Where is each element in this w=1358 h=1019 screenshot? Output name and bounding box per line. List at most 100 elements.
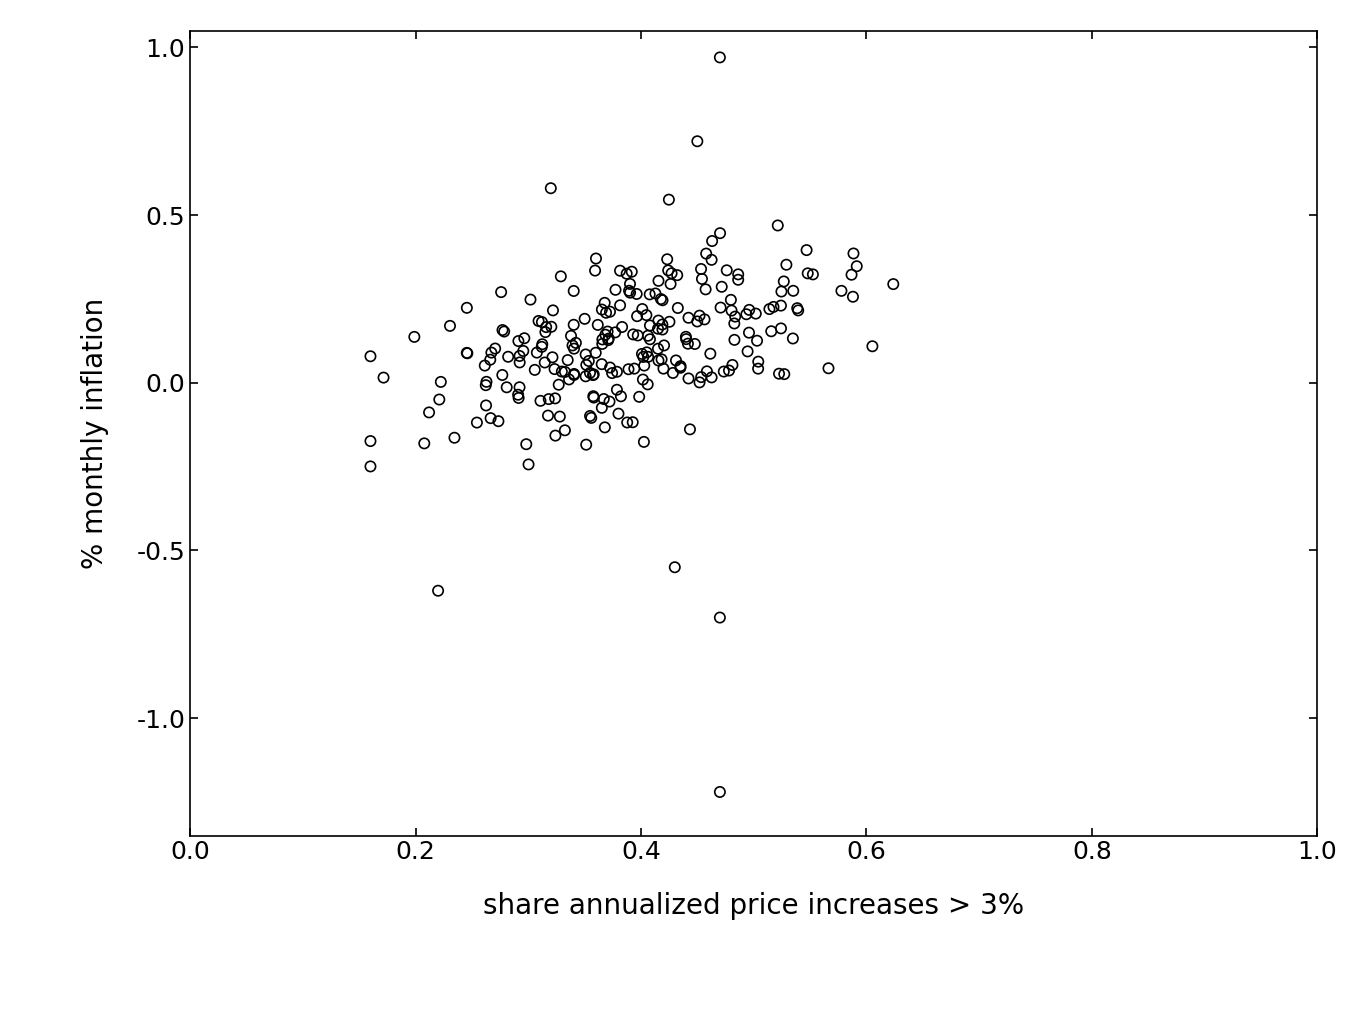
Point xyxy=(689,308,710,324)
Point xyxy=(622,326,644,342)
Point xyxy=(584,263,606,279)
Point xyxy=(583,389,604,406)
Point xyxy=(709,225,731,242)
Point xyxy=(372,370,394,386)
Point xyxy=(360,459,382,475)
Point xyxy=(492,367,513,383)
Point xyxy=(637,348,659,365)
Point xyxy=(710,300,732,316)
Point xyxy=(595,326,617,342)
Point xyxy=(456,344,478,361)
Point xyxy=(695,246,717,262)
Point xyxy=(796,242,818,258)
Point xyxy=(599,360,621,376)
Point xyxy=(701,369,722,385)
Point xyxy=(485,340,507,357)
Point xyxy=(564,340,585,357)
Point xyxy=(574,368,596,384)
Point xyxy=(713,364,735,380)
Point xyxy=(831,282,853,299)
Point xyxy=(360,348,382,365)
Point xyxy=(788,303,809,319)
Point xyxy=(531,338,553,355)
Point xyxy=(636,344,657,361)
Point xyxy=(475,397,497,414)
Point xyxy=(667,300,689,316)
Point xyxy=(656,251,678,267)
Point xyxy=(596,323,618,339)
Point xyxy=(638,286,660,303)
Point xyxy=(775,257,797,273)
Point xyxy=(579,353,600,369)
Point xyxy=(360,433,382,449)
Point xyxy=(747,361,769,377)
Point xyxy=(633,434,655,450)
Point xyxy=(701,233,722,250)
Point xyxy=(636,307,657,323)
Point xyxy=(716,262,737,278)
Point xyxy=(617,415,638,431)
Point xyxy=(818,360,839,376)
Point xyxy=(721,303,743,319)
Point xyxy=(591,399,612,416)
Point xyxy=(769,366,790,382)
Point xyxy=(595,305,617,321)
Point xyxy=(710,278,732,294)
Point xyxy=(516,436,538,452)
Point xyxy=(697,363,718,379)
Point xyxy=(782,282,804,299)
Point xyxy=(627,327,649,343)
Point xyxy=(842,288,864,305)
Point xyxy=(531,336,553,353)
Point xyxy=(686,133,709,150)
Point xyxy=(528,313,550,329)
Point xyxy=(709,784,731,800)
Point xyxy=(574,346,596,363)
Point xyxy=(678,310,699,326)
Point xyxy=(760,323,782,339)
Point xyxy=(492,322,513,338)
Point xyxy=(684,336,706,353)
Point xyxy=(746,332,767,348)
Point xyxy=(691,271,713,287)
Point xyxy=(728,266,750,282)
Point xyxy=(623,361,645,377)
Point xyxy=(542,350,564,366)
Point xyxy=(883,276,904,292)
Point xyxy=(770,283,792,300)
Point xyxy=(428,391,449,408)
Point xyxy=(689,374,710,390)
Point xyxy=(621,264,642,280)
Point xyxy=(669,358,691,374)
Point xyxy=(861,338,883,355)
Point xyxy=(554,364,576,380)
Point xyxy=(640,331,661,347)
Point xyxy=(591,302,612,318)
Point xyxy=(652,321,674,337)
Point xyxy=(652,292,674,309)
X-axis label: share annualized price increases > 3%: share annualized price increases > 3% xyxy=(483,893,1024,920)
Point xyxy=(534,355,555,371)
Point xyxy=(538,391,559,408)
Point xyxy=(842,246,864,262)
Point xyxy=(631,345,653,362)
Point xyxy=(475,377,497,393)
Point xyxy=(629,388,650,405)
Point xyxy=(690,369,712,385)
Point xyxy=(508,333,530,350)
Point xyxy=(540,180,562,197)
Point xyxy=(517,457,539,473)
Point xyxy=(543,361,565,377)
Point xyxy=(540,319,562,335)
Point xyxy=(493,323,515,339)
Point xyxy=(664,559,686,576)
Point xyxy=(675,329,697,345)
Point xyxy=(418,405,440,421)
Point xyxy=(593,419,615,435)
Point xyxy=(474,358,496,374)
Point xyxy=(520,291,542,308)
Point xyxy=(665,353,687,369)
Point xyxy=(797,265,819,281)
Point xyxy=(724,332,746,348)
Point xyxy=(538,408,559,424)
